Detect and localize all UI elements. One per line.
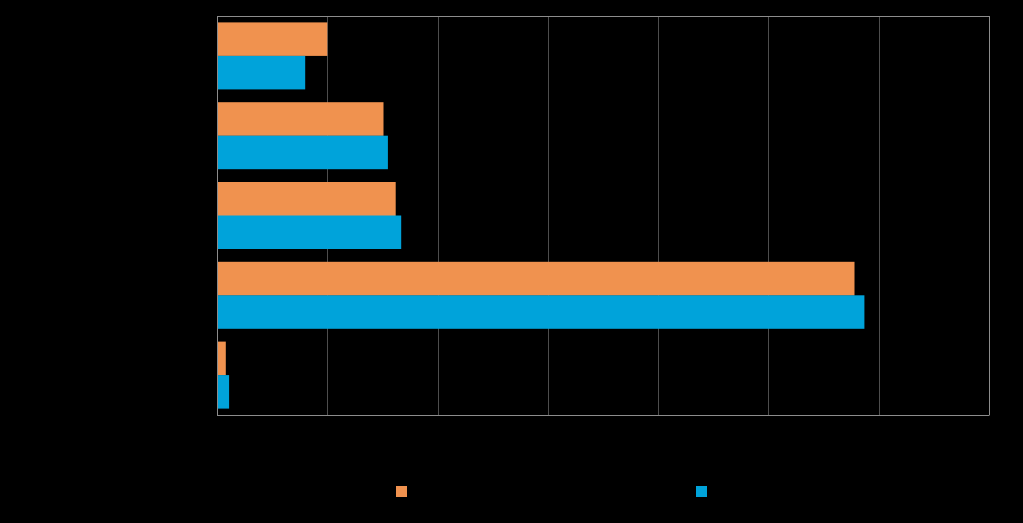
bar-series-1-cat-4 (217, 261, 855, 296)
bar-series-1-cat-2 (217, 102, 384, 136)
bar-series-2-cat-3 (217, 215, 402, 249)
bar-series-2-cat-2 (217, 135, 388, 170)
bar-series-1-cat-1 (217, 22, 328, 56)
bar-series-2-cat-1 (217, 55, 306, 90)
legend-swatch-series-2 (696, 486, 707, 497)
bar-series-1-cat-5 (217, 341, 226, 376)
bar-series-2-cat-4 (217, 295, 865, 329)
legend-item-series-1 (396, 486, 413, 497)
legend-item-series-2 (696, 486, 713, 497)
bar-series-1-cat-3 (217, 182, 396, 216)
legend-swatch-series-1 (396, 486, 407, 497)
bar-series-2-cat-5 (217, 375, 230, 409)
legend (0, 486, 1023, 500)
